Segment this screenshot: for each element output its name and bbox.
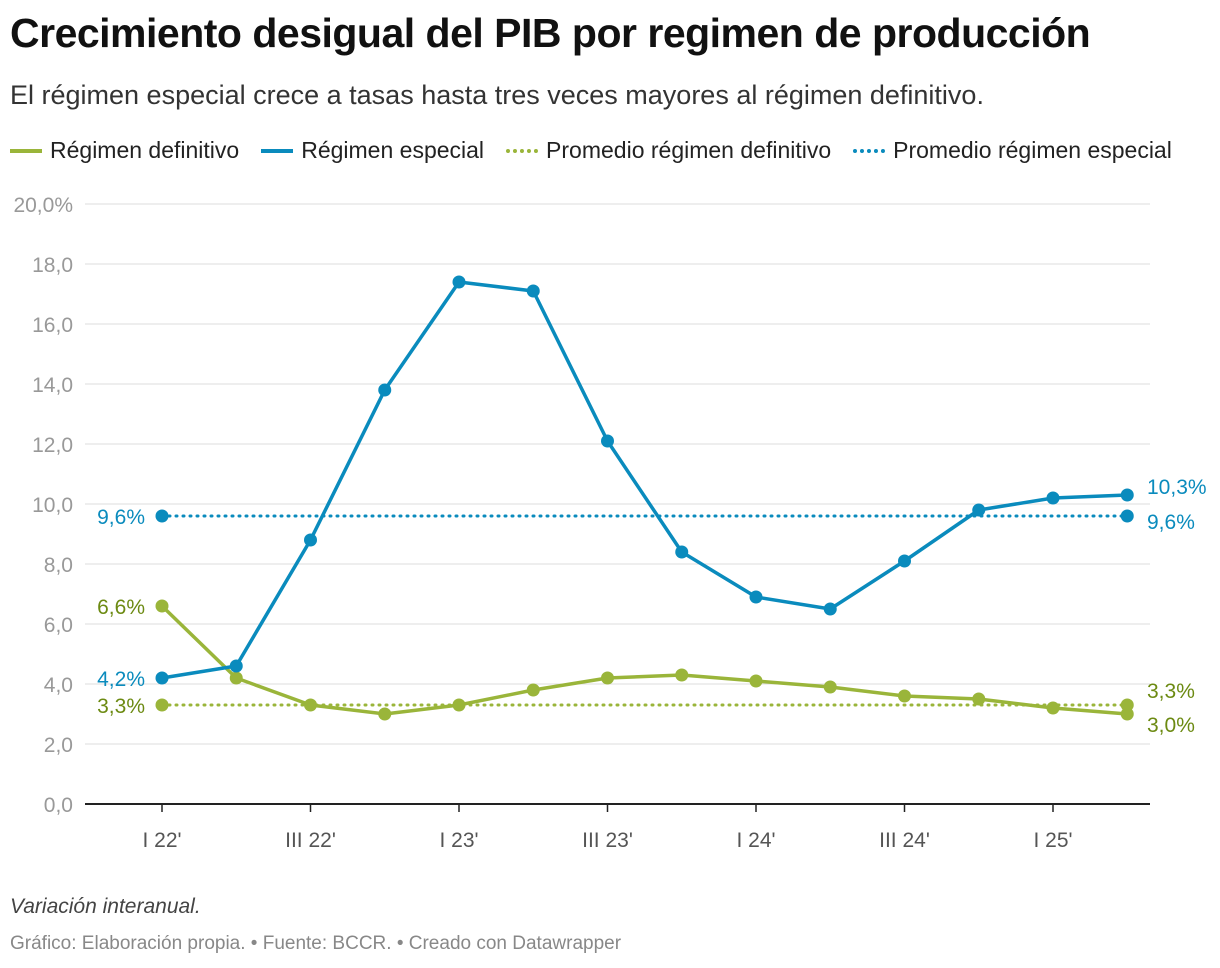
data-point-especial <box>526 284 540 298</box>
data-point-especial <box>823 602 837 616</box>
data-point-especial <box>452 275 466 289</box>
data-point-definitivo <box>378 707 392 721</box>
legend: Régimen definitivo Régimen especial Prom… <box>10 137 1172 164</box>
data-point-especial <box>1046 491 1060 505</box>
data-point-definitivo <box>675 668 689 682</box>
legend-item-definitivo: Régimen definitivo <box>10 137 239 164</box>
data-point-definitivo <box>1120 707 1134 721</box>
data-point-especial <box>1120 488 1134 502</box>
data-point-especial <box>898 554 911 568</box>
legend-item-especial: Régimen especial <box>261 137 484 164</box>
average-point-especial-start <box>155 509 169 523</box>
data-point-definitivo <box>155 599 169 613</box>
data-point-especial <box>229 659 243 673</box>
data-point-definitivo <box>823 680 837 694</box>
data-point-especial <box>378 383 392 397</box>
average-label-especial-end: 9,6% <box>1147 511 1195 534</box>
start-label-definitivo: 6,6% <box>97 596 145 619</box>
average-label-especial-start: 9,6% <box>97 506 145 529</box>
data-point-definitivo <box>304 698 317 712</box>
x-tick-label: III 22' <box>285 829 336 852</box>
y-tick-label: 8,0 <box>44 554 73 577</box>
data-point-definitivo <box>898 689 911 703</box>
data-point-definitivo <box>1046 701 1060 715</box>
chart-footer: Gráfico: Elaboración propia. • Fuente: B… <box>10 933 622 954</box>
legend-label-definitivo: Régimen definitivo <box>50 137 240 163</box>
y-tick-label: 2,0 <box>44 734 73 757</box>
legend-item-promedio-especial: Promedio régimen especial <box>853 137 1172 164</box>
data-point-definitivo <box>452 698 466 712</box>
y-tick-label: 0,0 <box>44 794 73 817</box>
y-tick-label: 4,0 <box>44 674 73 697</box>
chart-subtitle: El régimen especial crece a tasas hasta … <box>10 80 984 110</box>
legend-label-promedio-definitivo: Promedio régimen definitivo <box>546 137 832 163</box>
x-tick-label: I 24' <box>736 829 775 852</box>
y-tick-label: 16,0 <box>32 314 73 337</box>
average-point-definitivo-start <box>155 698 169 712</box>
x-tick-label: I 25' <box>1033 829 1072 852</box>
x-tick-label: I 23' <box>439 829 478 852</box>
average-point-especial-end <box>1120 509 1134 523</box>
legend-label-promedio-especial: Promedio régimen especial <box>893 137 1172 163</box>
line-chart: 0,0 2,0 4,0 6,0 8,0 10,0 12,0 14,0 16,0 18,0 20,0%… <box>13 194 1207 852</box>
y-tick-label: 10,0 <box>32 494 73 517</box>
legend-swatch-especial <box>261 148 294 153</box>
legend-swatch-promedio-definitivo <box>506 148 539 153</box>
x-tick-label: III 24' <box>879 829 930 852</box>
y-tick-label: 14,0 <box>32 374 73 397</box>
average-label-definitivo-end: 3,3% <box>1147 680 1195 703</box>
data-point-definitivo <box>526 683 540 697</box>
data-point-especial <box>675 545 689 559</box>
end-label-definitivo: 3,0% <box>1147 714 1195 737</box>
x-tick-label: III 23' <box>582 829 633 852</box>
series-line-especial <box>161 280 1128 680</box>
data-point-especial <box>972 503 986 517</box>
x-tick-label: I 22' <box>142 829 181 852</box>
y-tick-label: 6,0 <box>44 614 73 637</box>
data-point-definitivo <box>972 692 986 706</box>
y-tick-label: 20,0% <box>13 194 73 217</box>
data-point-especial <box>304 533 317 547</box>
chart-notes: Variación interanual. <box>10 895 201 918</box>
data-point-especial <box>155 671 169 685</box>
data-point-especial <box>601 434 614 448</box>
legend-swatch-promedio-especial <box>853 148 886 153</box>
data-point-definitivo <box>229 671 243 685</box>
average-label-definitivo-start: 3,3% <box>97 695 145 718</box>
data-point-especial <box>749 590 763 604</box>
legend-label-especial: Régimen especial <box>301 137 485 163</box>
average-point-definitivo-end <box>1120 698 1134 712</box>
series-line-definitivo <box>160 604 1128 716</box>
y-tick-label: 18,0 <box>32 254 73 277</box>
y-tick-label: 12,0 <box>32 434 73 457</box>
legend-swatch-definitivo <box>10 148 42 153</box>
data-point-definitivo <box>601 671 614 685</box>
end-label-especial: 10,3% <box>1147 476 1207 499</box>
start-label-especial: 4,2% <box>97 668 145 691</box>
data-point-definitivo <box>749 674 763 688</box>
chart-title: Crecimiento desigual del PIB por regimen… <box>10 10 1091 56</box>
legend-item-promedio-definitivo: Promedio régimen definitivo <box>506 137 831 164</box>
